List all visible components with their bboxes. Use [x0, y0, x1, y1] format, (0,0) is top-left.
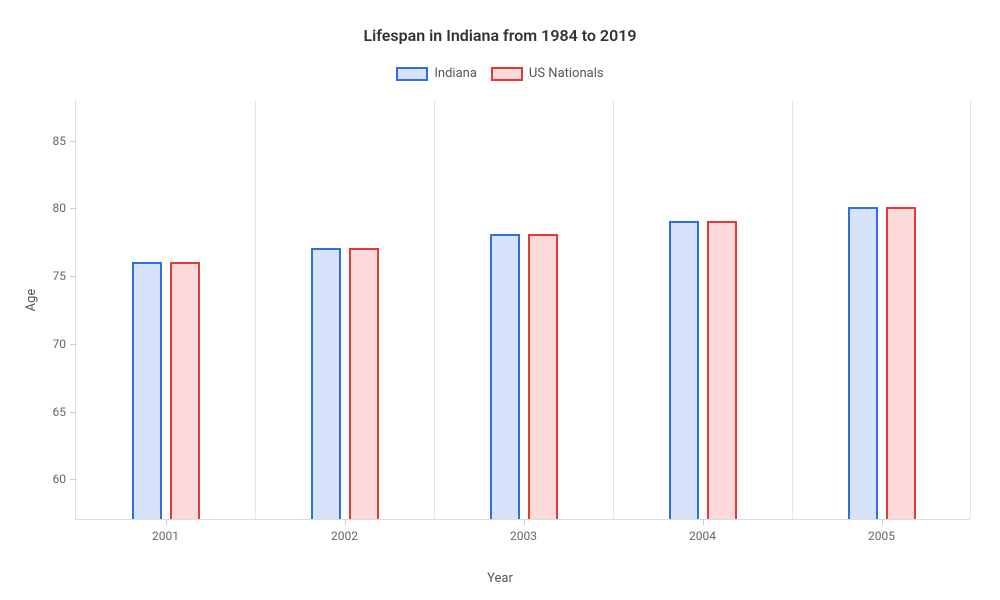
bar-us-nationals: [528, 234, 558, 519]
legend-item-usnationals: US Nationals: [491, 66, 604, 81]
x-tick-label: 2004: [689, 529, 716, 543]
y-tick-mark: [70, 479, 76, 480]
x-tick-label: 2002: [331, 529, 358, 543]
gridline: [970, 100, 971, 519]
x-tick-mark: [703, 519, 704, 525]
legend-item-indiana: Indiana: [396, 66, 477, 81]
y-tick-mark: [70, 344, 76, 345]
x-tick-label: 2005: [868, 529, 895, 543]
legend: Indiana US Nationals: [0, 66, 1000, 81]
x-tick-label: 2003: [510, 529, 537, 543]
bar-indiana: [848, 207, 878, 519]
plot-area: 60657075808520012002200320042005: [75, 100, 970, 520]
x-axis-label: Year: [0, 571, 1000, 586]
gridline: [613, 100, 614, 519]
bar-indiana: [132, 262, 162, 519]
y-tick-label: 65: [53, 405, 67, 419]
bar-indiana: [490, 234, 520, 519]
bar-us-nationals: [707, 221, 737, 519]
y-tick-label: 70: [53, 337, 67, 351]
y-tick-mark: [70, 141, 76, 142]
x-tick-mark: [524, 519, 525, 525]
x-tick-mark: [166, 519, 167, 525]
bar-us-nationals: [349, 248, 379, 519]
gridline: [434, 100, 435, 519]
y-tick-mark: [70, 276, 76, 277]
y-tick-label: 80: [53, 201, 67, 215]
bar-us-nationals: [170, 262, 200, 519]
x-tick-label: 2001: [152, 529, 179, 543]
y-tick-mark: [70, 412, 76, 413]
y-tick-mark: [70, 208, 76, 209]
gridline: [792, 100, 793, 519]
chart-title: Lifespan in Indiana from 1984 to 2019: [0, 26, 1000, 45]
y-tick-label: 60: [53, 472, 67, 486]
x-tick-mark: [882, 519, 883, 525]
gridline: [255, 100, 256, 519]
chart-container: Lifespan in Indiana from 1984 to 2019 In…: [0, 0, 1000, 600]
y-tick-label: 75: [53, 269, 67, 283]
y-tick-label: 85: [53, 134, 67, 148]
bar-indiana: [311, 248, 341, 519]
legend-label-indiana: Indiana: [434, 66, 477, 81]
y-axis-label: Age: [24, 289, 39, 312]
legend-label-usnationals: US Nationals: [529, 66, 604, 81]
bar-us-nationals: [886, 207, 916, 519]
x-tick-mark: [345, 519, 346, 525]
bar-indiana: [669, 221, 699, 519]
legend-swatch-indiana: [396, 67, 428, 81]
legend-swatch-usnationals: [491, 67, 523, 81]
